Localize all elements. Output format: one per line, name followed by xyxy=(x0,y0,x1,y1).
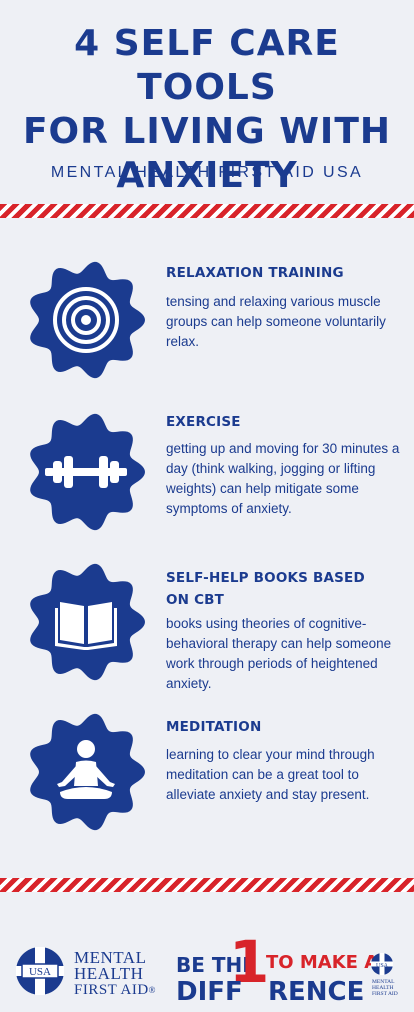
page-title: 4 SELF CARE TOOLS FOR LIVING WITH ANXIET… xyxy=(0,22,414,198)
meditation-title-line: MEDITATION xyxy=(166,719,262,735)
small-mhfa-logo-icon: USA xyxy=(371,953,393,975)
exercise-title: EXERCISE xyxy=(166,411,396,433)
slogan-be-the: BE THE xyxy=(176,953,256,977)
relaxation-description: tensing and relaxing various muscle grou… xyxy=(166,294,386,349)
meditation-icon xyxy=(30,713,146,831)
relaxation-title-line: RELAXATION TRAINING xyxy=(166,265,344,281)
mhfa-line-2: HEALTH xyxy=(74,964,144,983)
books-badge xyxy=(26,562,146,682)
relaxation-badge xyxy=(26,260,146,380)
small-line-3: FIRST AID xyxy=(372,991,398,997)
open-book-icon xyxy=(30,563,146,681)
be-the-one-slogan: BE THE 1 TO MAKE A DIFF RENCE USA MENTAL… xyxy=(176,930,398,1002)
dumbbell-icon xyxy=(30,413,146,531)
title-line-2: FOR LIVING WITH xyxy=(22,111,392,152)
relaxation-title: RELAXATION TRAINING xyxy=(166,262,396,284)
small-line-2: HEALTH xyxy=(372,985,394,991)
exercise-badge xyxy=(26,412,146,532)
mhfa-line-1: MENTAL xyxy=(74,948,147,967)
title-line-3: ANXIETY xyxy=(116,155,298,196)
target-icon xyxy=(30,261,146,379)
exercise-description: getting up and moving for 30 minutes a d… xyxy=(166,441,400,516)
mhfa-line-3: FIRST AID® xyxy=(74,982,157,998)
books-description: books using theories of cognitive-behavi… xyxy=(166,616,392,691)
books-title: SELF-HELP BOOKS BASED ON CBT xyxy=(166,567,396,611)
page-subtitle: MENTAL HEALTH FIRST AID USA xyxy=(50,164,364,181)
mhfa-logo-icon: USA xyxy=(16,947,64,995)
slogan-to-make-a: TO MAKE A xyxy=(266,952,378,973)
slogan-difference-end: RENCE xyxy=(268,977,364,1002)
books-title-line-2: ON CBT xyxy=(166,592,225,608)
slogan-one: 1 xyxy=(229,930,269,996)
books-title-line-1: SELF-HELP BOOKS BASED xyxy=(166,570,365,586)
meditation-description: learning to clear your mind through medi… xyxy=(166,747,375,802)
title-line-1: 4 SELF CARE TOOLS xyxy=(74,23,340,108)
top-stripe-divider xyxy=(0,204,414,218)
small-line-1: MENTAL xyxy=(372,979,395,985)
bottom-stripe-divider xyxy=(0,878,414,892)
meditation-badge xyxy=(26,712,146,832)
exercise-title-line: EXERCISE xyxy=(166,414,241,430)
logo-badge-text: USA xyxy=(29,966,51,978)
mhfa-wordmark: MENTAL HEALTH FIRST AID® xyxy=(74,948,157,998)
meditation-title: MEDITATION xyxy=(166,716,396,738)
slogan-difference-start: DIFF xyxy=(176,977,243,1002)
small-badge-text: USA xyxy=(376,963,389,969)
